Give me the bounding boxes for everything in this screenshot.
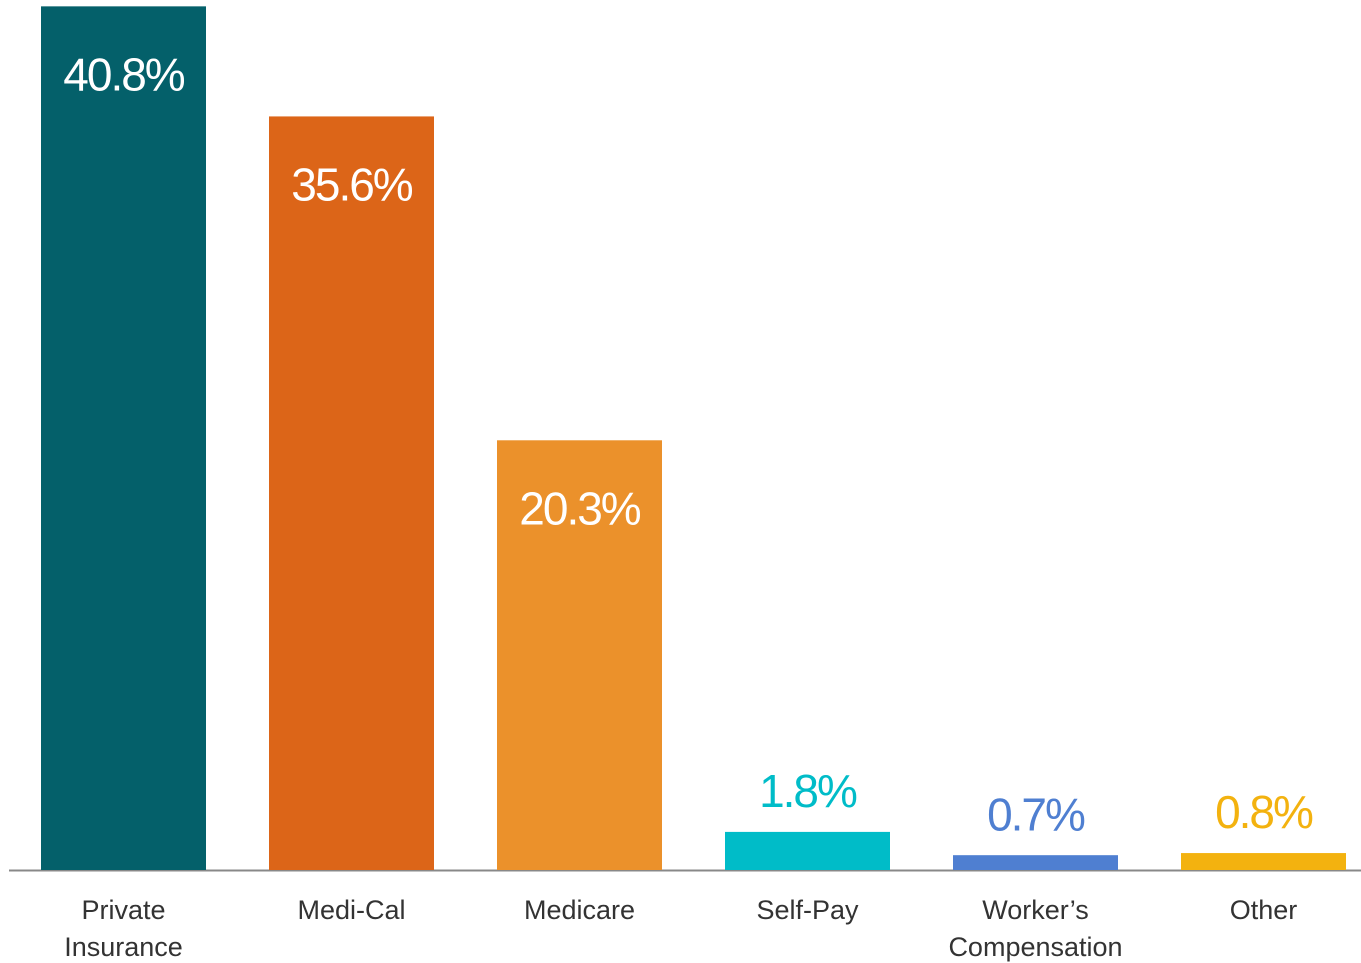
x-tick-label: Medicare bbox=[523, 895, 636, 925]
bar bbox=[1181, 853, 1346, 870]
bar bbox=[497, 440, 662, 870]
bar bbox=[725, 831, 890, 870]
bar bbox=[41, 6, 206, 871]
value-label: 20.3% bbox=[519, 482, 641, 534]
bar bbox=[953, 855, 1118, 870]
value-label: 0.8% bbox=[1215, 786, 1313, 838]
value-label: 1.8% bbox=[759, 765, 857, 817]
x-tick-label: Other bbox=[1229, 895, 1298, 925]
value-label: 0.7% bbox=[987, 788, 1085, 840]
x-tick-label: Medi-Cal bbox=[297, 895, 406, 925]
x-tick-label: Worker’s Compensation bbox=[948, 895, 1123, 962]
value-label: 35.6% bbox=[291, 159, 413, 211]
x-tick-label: Private Insurance bbox=[64, 895, 183, 962]
value-label: 40.8% bbox=[63, 49, 185, 101]
x-tick-label: Self-Pay bbox=[756, 895, 859, 925]
bar bbox=[269, 116, 434, 871]
